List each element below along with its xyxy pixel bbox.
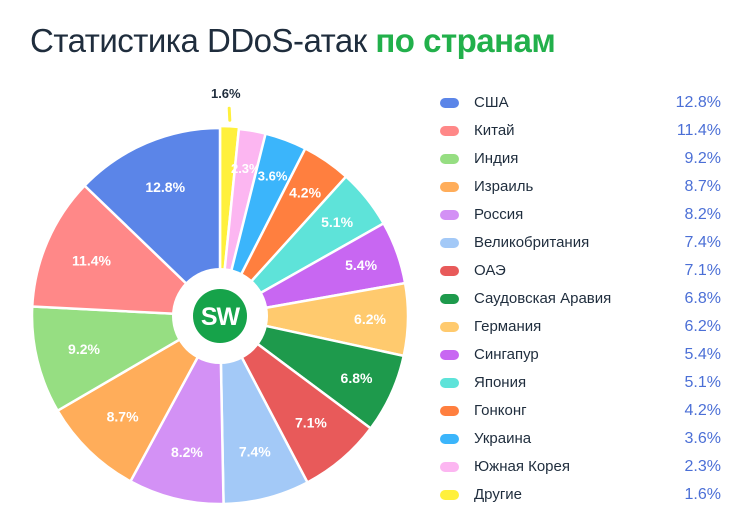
legend-item: Германия 6.2% xyxy=(436,313,721,341)
legend-value: 5.4% xyxy=(684,346,721,363)
legend-value: 12.8% xyxy=(675,94,721,111)
title-main: Статистика DDoS-атак xyxy=(30,22,367,59)
legend-swatch xyxy=(440,154,459,164)
logo-badge xyxy=(193,289,247,343)
legend-value: 11.4% xyxy=(676,122,721,139)
pie-chart: 1.6% 2.3%3.6%4.2%5.1% 5.4% 6.2% 6.8% 7.1% 7.4%… xyxy=(30,86,410,506)
legend-value: 5.1% xyxy=(684,374,721,391)
legend-swatch xyxy=(440,490,459,500)
legend-item: Сингапур 5.4% xyxy=(436,341,721,369)
legend-swatch xyxy=(440,294,459,304)
slice-label: 12.8% xyxy=(145,179,185,195)
legend-label: Китай xyxy=(474,122,515,139)
legend-label: Украина xyxy=(474,430,532,447)
slice-label: 2.3% xyxy=(231,161,261,176)
pie-slice xyxy=(129,314,225,506)
legend-value: 3.6% xyxy=(684,430,721,447)
legend-swatch xyxy=(440,98,459,108)
slice-label: 6.2% xyxy=(354,311,386,327)
legend-label: Южная Корея xyxy=(474,458,570,475)
legend-label: Индия xyxy=(474,150,519,167)
slice-label: 1.6% xyxy=(211,86,241,101)
legend-swatch xyxy=(440,434,459,444)
slice-label: 8.2% xyxy=(171,444,203,460)
slice-label: 5.1% xyxy=(321,214,353,230)
legend: США 12.8% Китай 11.4% Индия 9.2% Израиль 8.7% Ро… xyxy=(436,89,721,509)
legend-item: ОАЭ 7.1% xyxy=(436,257,721,285)
slice-label: 9.2% xyxy=(68,341,100,357)
slice-label: 8.7% xyxy=(107,409,139,425)
legend-label: Япония xyxy=(474,374,527,391)
slice-label: 7.4% xyxy=(239,444,271,460)
legend-label: Германия xyxy=(474,318,542,335)
legend-value: 7.1% xyxy=(684,262,721,279)
legend-item: Саудовская Аравия 6.8% xyxy=(436,285,721,313)
slice-label: 3.6% xyxy=(258,169,288,184)
legend-value: 8.2% xyxy=(684,206,721,223)
legend-swatch xyxy=(440,322,459,332)
legend-swatch xyxy=(440,266,459,276)
legend-swatch xyxy=(440,378,459,388)
legend-item: Япония 5.1% xyxy=(436,369,721,397)
slice-label: 4.2% xyxy=(289,185,321,201)
title-highlight: по странам xyxy=(375,22,556,59)
legend-value: 4.2% xyxy=(684,402,721,419)
legend-swatch xyxy=(440,238,459,248)
legend-item: Южная Корея 2.3% xyxy=(436,453,721,481)
legend-item: Индия 9.2% xyxy=(436,145,721,173)
legend-label: Гонконг xyxy=(474,402,527,419)
legend-value: 6.8% xyxy=(684,290,721,307)
legend-value: 8.7% xyxy=(684,178,721,195)
logo-text: SW xyxy=(201,303,241,331)
legend-label: Саудовская Аравия xyxy=(474,290,612,307)
legend-label: Сингапур xyxy=(474,346,539,363)
legend-value: 2.3% xyxy=(684,458,721,475)
chart-title: Статистика DDoS-атак по странам xyxy=(30,22,556,60)
legend-value: 6.2% xyxy=(684,318,721,335)
legend-item: Россия 8.2% xyxy=(436,201,721,229)
legend-label: Великобритания xyxy=(474,234,590,251)
slice-label: 11.4% xyxy=(72,252,111,268)
legend-item: Китай 11.4% xyxy=(436,117,721,145)
legend-item: Израиль 8.7% xyxy=(436,173,721,201)
slice-label: 5.4% xyxy=(345,257,377,273)
legend-item: Гонконг 4.2% xyxy=(436,397,721,425)
legend-label: Израиль xyxy=(474,178,534,195)
legend-value: 7.4% xyxy=(684,234,721,251)
legend-swatch xyxy=(440,210,459,220)
legend-label: Другие xyxy=(474,486,523,503)
legend-label: Россия xyxy=(474,206,524,223)
slice-label: 6.8% xyxy=(341,370,373,386)
legend-swatch xyxy=(440,182,459,192)
legend-item: США 12.8% xyxy=(436,89,721,117)
legend-swatch xyxy=(440,462,459,472)
legend-swatch xyxy=(440,406,459,416)
legend-item: Великобритания 7.4% xyxy=(436,229,721,257)
leader-line xyxy=(227,106,232,122)
pie-slice xyxy=(30,305,222,412)
pie-slice xyxy=(56,314,222,483)
slice-label: 7.1% xyxy=(295,415,327,431)
legend-label: США xyxy=(474,94,509,111)
pie-slice xyxy=(30,184,222,318)
legend-value: 1.6% xyxy=(684,486,721,503)
legend-value: 9.2% xyxy=(684,150,721,167)
legend-item: Украина 3.6% xyxy=(436,425,721,453)
legend-swatch xyxy=(440,126,459,136)
legend-swatch xyxy=(440,350,459,360)
legend-label: ОАЭ xyxy=(474,262,506,279)
legend-item: Другие 1.6% xyxy=(436,481,721,509)
pie-slice xyxy=(83,126,222,318)
